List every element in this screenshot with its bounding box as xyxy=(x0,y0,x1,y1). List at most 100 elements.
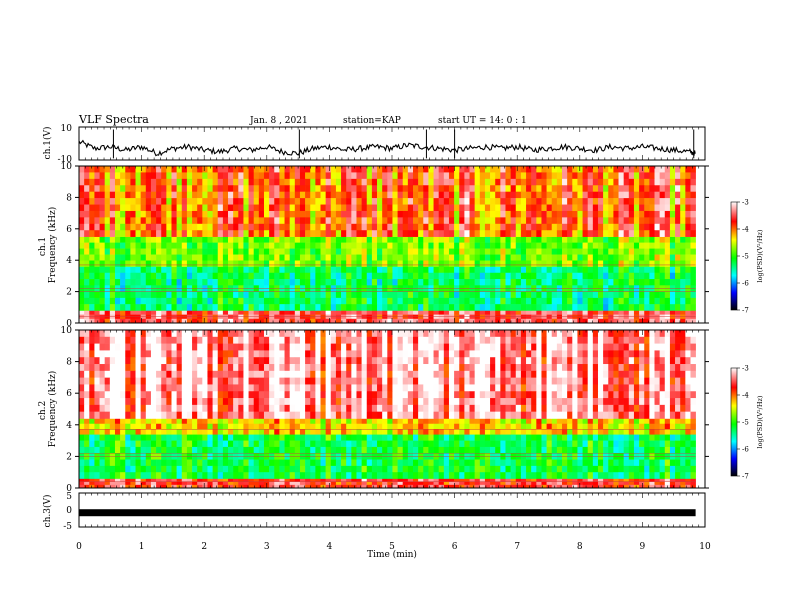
ch1-spectrogram-cell xyxy=(515,266,522,274)
ch1-spectrogram-cell xyxy=(382,272,388,280)
ch2-spectrogram-cell xyxy=(510,484,517,489)
ch2-spectrogram-cell xyxy=(171,423,177,430)
ch2-spectrogram-cell xyxy=(613,472,619,479)
ch1-spectrogram-cell xyxy=(490,291,496,299)
ch1-spectrogram-cell xyxy=(243,223,249,231)
ch2-spectrogram-cell xyxy=(407,478,414,482)
ch1-spectrogram-cell xyxy=(315,210,321,218)
ch1-spectrogram-cell xyxy=(407,217,414,225)
ch1-spectrogram-cell xyxy=(464,223,470,231)
ch1-spectrogram-cell xyxy=(186,223,193,231)
ch1-spectrogram-cell xyxy=(623,260,630,267)
ch1-spectrogram-cell xyxy=(603,236,609,243)
ch1-spectrogram-cell xyxy=(238,210,244,218)
ch1-spectrogram-cell xyxy=(366,185,373,192)
ch2-spectrogram-cell xyxy=(387,472,393,479)
ch1-spectrogram-cell xyxy=(171,191,177,199)
ch1-spectrogram-cell xyxy=(89,272,95,280)
ch2-spectrogram-cell xyxy=(156,418,162,425)
ch2-spectrogram-cell xyxy=(366,336,373,344)
ch2-spectrogram-cell xyxy=(156,330,162,338)
ch2-spectrogram-cell xyxy=(536,478,542,482)
ch1-spectrogram-cell xyxy=(556,204,563,212)
ch1-spectrogram-cell xyxy=(567,272,573,280)
ch1-spectrogram-cell xyxy=(120,217,126,225)
ch1-spectrogram-cell xyxy=(628,172,635,180)
ch2-spectrogram-cell xyxy=(294,446,301,454)
ch1-spectrogram-cell xyxy=(335,260,342,267)
ch1-spectrogram-cell xyxy=(202,304,208,311)
ch1-spectrogram-cell xyxy=(341,223,347,231)
ch1-spectrogram-cell xyxy=(654,318,660,324)
ch1-spectrogram-cell xyxy=(156,191,162,199)
ch1-spectrogram-cell xyxy=(484,291,491,299)
ch1-spectrogram-cell xyxy=(135,248,141,255)
ch2-spectrogram-cell xyxy=(649,423,655,430)
ch1-spectrogram-cell xyxy=(423,198,429,205)
ch1-spectrogram-cell xyxy=(315,297,321,305)
ch2-spectrogram-cell xyxy=(99,465,105,473)
ch2-spectrogram-cell xyxy=(633,459,640,467)
ch1-spectrogram-cell xyxy=(618,223,624,231)
ch1-spectrogram-cell xyxy=(145,310,152,315)
ch2-spectrogram-cell xyxy=(685,459,691,467)
ch2-spectrogram-cell xyxy=(459,423,465,430)
ch1-spectrogram-cell xyxy=(192,266,198,274)
ch1-spectrogram-cell xyxy=(284,185,290,192)
ch1-spectrogram-cell xyxy=(361,217,368,225)
ch1-spectrogram-ytick-label: 8 xyxy=(66,193,72,203)
ch1-spectrogram-cell xyxy=(140,185,147,192)
ch1-spectrogram-cell xyxy=(649,230,655,237)
ch2-spectrogram-cell xyxy=(464,429,470,435)
ch2-spectrogram-cell xyxy=(233,459,239,467)
ch2-spectrogram-cell xyxy=(685,478,691,482)
ch1-spectrogram-cell xyxy=(166,178,172,186)
ch1-spectrogram-cell xyxy=(654,191,660,199)
ch1-spectrogram-cell xyxy=(253,172,260,180)
ch2-spectrogram-cell xyxy=(212,459,219,467)
ch1-spectrogram-cell xyxy=(454,272,460,280)
ch2-spectrogram-cell xyxy=(161,330,167,338)
ch2-spectrogram-cell xyxy=(289,429,296,435)
ch1-spectrogram-cell xyxy=(649,185,655,192)
ch1-spectrogram-cell xyxy=(294,310,301,315)
ch1-spectrogram-cell xyxy=(428,166,434,173)
ch1-spectrogram-cell xyxy=(222,191,229,199)
ch1-spectrogram-cell xyxy=(377,166,383,173)
ch1-spectrogram-cell xyxy=(197,230,203,237)
ch2-spectrogram-cell xyxy=(531,418,537,425)
ch2-spectrogram-cell xyxy=(479,484,486,489)
ch2-spectrogram-cell xyxy=(279,465,285,473)
ch1-spectrogram-cell xyxy=(397,172,404,180)
ch2-spectrogram-cell xyxy=(258,336,265,344)
ch1-spectrogram-cell xyxy=(505,318,511,324)
ch2-spectrogram-cell xyxy=(623,418,630,425)
ch1-spectrogram-cell xyxy=(685,217,691,225)
ch1-spectrogram-cell xyxy=(531,297,537,305)
ch1-spectrogram-cell xyxy=(346,279,352,286)
ch2-spectrogram-cell xyxy=(243,484,249,489)
ch1-spectrogram-cell xyxy=(171,279,177,286)
ch2-spectrogram-cell xyxy=(289,478,296,482)
ch2-spectrogram-cell xyxy=(474,478,481,482)
ch1-spectrogram-cell xyxy=(233,217,239,225)
ch1-spectrogram-cell xyxy=(644,272,650,280)
ch2-spectrogram-cell xyxy=(161,418,167,425)
ch2-spectrogram-cell xyxy=(500,423,506,430)
ch1-spectrogram-cell xyxy=(156,236,162,243)
ch2-spectrogram-cell xyxy=(161,429,167,435)
ch1-spectrogram-cell xyxy=(597,230,604,237)
ch1-spectrogram-cell xyxy=(402,166,409,173)
ch1-spectrogram-cell xyxy=(207,248,213,255)
ch2-spectrogram-cell xyxy=(222,446,229,454)
ch2-spectrogram-cell xyxy=(664,440,671,448)
ch1-spectrogram-cell xyxy=(238,230,244,237)
ch1-spectrogram-cell xyxy=(125,166,131,173)
ch2-spectrogram-cell xyxy=(284,336,290,344)
ch1-spectrogram-cell xyxy=(633,242,640,249)
ch1-spectrogram-cell xyxy=(382,230,388,237)
ch2-spectrogram-cell xyxy=(341,440,347,448)
ch2-spectrogram-cell xyxy=(366,429,373,435)
ch2-spectrogram-cell xyxy=(361,330,368,338)
ch2-spectrogram-cell xyxy=(356,440,362,448)
